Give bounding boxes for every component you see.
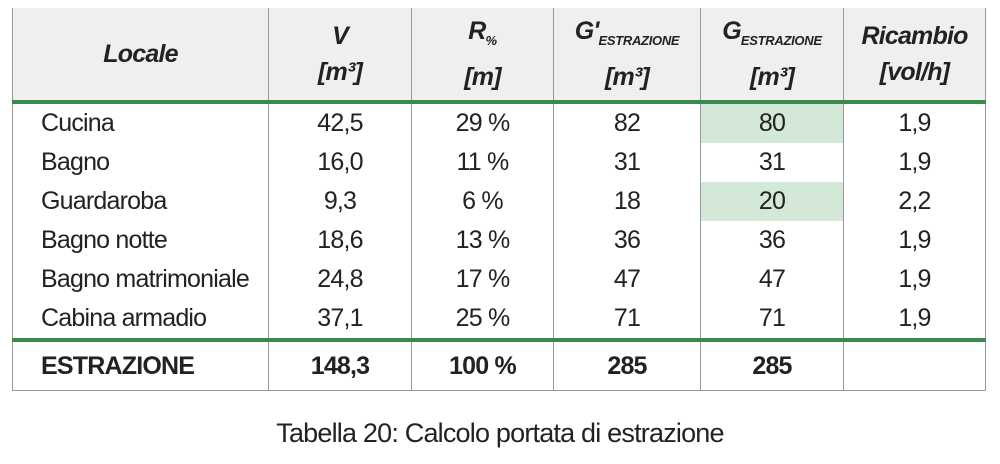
table-cell: 47 [553,260,701,299]
total-cell: 148,3 [268,340,412,391]
table-cell: 18,6 [268,221,412,260]
table-row: Cabina armadio 37,1 25 % 71 71 1,9 [12,299,986,342]
table-cell: 25 % [411,299,554,342]
table-cell: 17 % [411,260,554,299]
total-cell [843,340,986,391]
table-cell: 82 [553,102,701,143]
table-row: Bagno matrimoniale 24,8 17 % 47 47 1,9 [12,260,986,299]
header-label: R [468,17,486,45]
header-cell: Ricambio [vol/h] [843,8,986,104]
header-row: Locale V [m³] R% [m] G'ESTRAZIONE [m³] GESTRAZI… [12,8,986,104]
table-cell: 1,9 [843,299,986,342]
table-cell: 31 [700,143,844,182]
header-unit: [m³] [317,58,363,86]
table-cell: Cabina armadio [12,299,269,342]
header-cell: Locale [12,8,269,104]
header-cell: GESTRAZIONE [m³] [700,8,844,104]
table-cell: 42,5 [268,102,412,143]
table-cell: 37,1 [268,299,412,342]
table-cell: Guardaroba [12,182,269,221]
header-unit: [m³] [604,63,650,91]
data-table: Locale V [m³] R% [m] G'ESTRAZIONE [m³] GESTRAZI… [12,8,986,391]
table-cell: Bagno notte [12,221,269,260]
header-unit: [vol/h] [879,58,950,86]
table-cell: 71 [553,299,701,342]
header-unit: [m] [464,63,501,91]
table-cell: 47 [700,260,844,299]
table-cell: Cucina [12,102,269,143]
table-cell: 1,9 [843,102,986,143]
table-cell: 18 [553,182,701,221]
table-row: Bagno notte 18,6 13 % 36 36 1,9 [12,221,986,260]
total-cell: 285 [553,340,701,391]
table-cell: Bagno [12,143,269,182]
header-cell: R% [m] [411,8,554,104]
table-row: Bagno 16,0 11 % 31 31 1,9 [12,143,986,182]
header-cell: V [m³] [268,8,412,104]
table-cell: 80 [700,102,844,143]
table-cell: 36 [700,221,844,260]
table-cell: 20 [700,182,844,221]
header-label: G [722,17,741,45]
table-cell: 13 % [411,221,554,260]
table-cell: 29 % [411,102,554,143]
header-label: G' [574,17,600,45]
caption: Tabella 20: Calcolo portata di estrazion… [276,418,724,448]
table-cell: Bagno matrimoniale [12,260,269,299]
header-label: V [332,22,349,50]
total-cell: ESTRAZIONE [12,340,269,391]
header-cell: G'ESTRAZIONE [m³] [553,8,701,104]
header-subscript: % [485,33,498,48]
header-label: Ricambio [861,22,968,50]
total-cell: 285 [700,340,844,391]
table-cell: 1,9 [843,260,986,299]
table-row: Cucina 42,5 29 % 82 80 1,9 [12,102,986,143]
total-cell: 100 % [411,340,554,391]
table-cell: 1,9 [843,221,986,260]
header-unit: [m³] [749,63,795,91]
table-cell: 16,0 [268,143,412,182]
header-subscript: ESTRAZIONE [598,33,680,48]
total-row: ESTRAZIONE 148,3 100 % 285 285 [12,340,986,391]
table-cell: 71 [700,299,844,342]
table-row: Guardaroba 9,3 6 % 18 20 2,2 [12,182,986,221]
table-cell: 6 % [411,182,554,221]
header-subscript: ESTRAZIONE [740,33,822,48]
table-cell: 11 % [411,143,554,182]
table-cell: 31 [553,143,701,182]
table-cell: 9,3 [268,182,412,221]
table-cell: 24,8 [268,260,412,299]
table-cell: 1,9 [843,143,986,182]
table-cell: 36 [553,221,701,260]
table-cell: 2,2 [843,182,986,221]
header-label: Locale [103,40,178,68]
